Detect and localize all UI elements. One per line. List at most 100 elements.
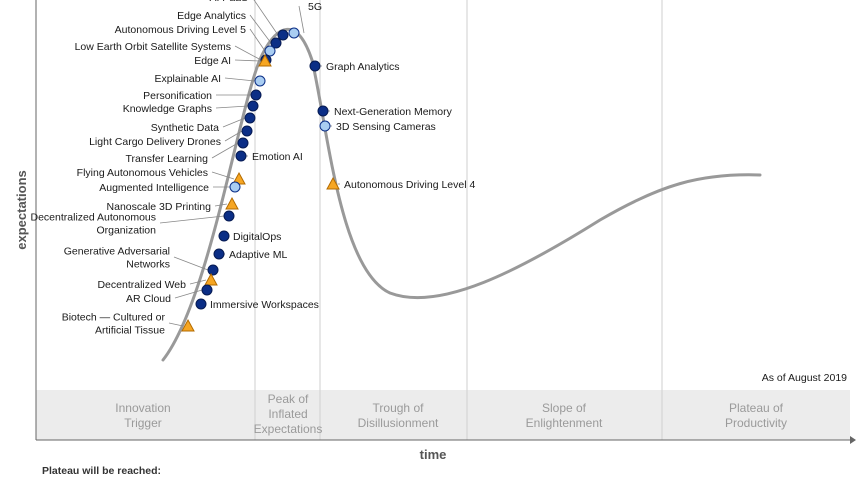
leader-line [211,142,239,159]
technology-label: AI PaaS [209,0,248,4]
technology-label: Emotion AI [252,151,303,163]
leader-line [222,117,246,128]
technology-label-line: Next-Generation Memory [334,106,453,118]
technology-label: Light Cargo Delivery Drones [89,136,221,148]
technology-marker [229,181,241,193]
y-axis-title: expectations [14,170,29,249]
technology-label: Knowledge Graphs [123,103,212,115]
technology-label: Graph Analytics [326,61,400,73]
technology-label: DigitalOps [233,231,281,243]
technology-marker [201,284,213,296]
technology-marker [207,264,219,276]
technology-label: Augmented Intelligence [99,182,209,194]
technology-marker [237,137,249,149]
plateau-footer-title: Plateau will be reached: [42,465,161,477]
technology-marker [258,53,272,67]
leader-line [249,28,266,52]
technology-label: Low Earth Orbit Satellite Systems [75,41,231,53]
hype-curve [161,27,762,362]
leader-line [224,77,256,82]
technology-marker [218,230,230,242]
technology-label: Nanoscale 3D Printing [107,201,212,213]
technology-marker [319,120,331,132]
technology-label-line: Emotion AI [252,151,303,163]
as-of-date: As of August 2019 [762,372,847,384]
technology-label-line: Personification [143,90,212,102]
technology-label: 3D Sensing Cameras [336,121,436,133]
technology-label: Transfer Learning [126,153,209,165]
technology-label-line: Adaptive ML [229,249,288,261]
technology-label-line: Autonomous Driving Level 5 [115,24,246,36]
technology-label: Immersive Workspaces [210,299,319,311]
leader-line [253,0,279,36]
leader-line [211,171,235,180]
phase-line: Peak of [268,392,309,406]
technology-label-line: 3D Sensing Cameras [336,121,436,133]
phase-line: Expectations [254,422,323,436]
technology-marker [250,89,262,101]
technology-label-line: Synthetic Data [151,122,219,134]
leader-line [189,279,207,285]
technology-label: Adaptive ML [229,249,288,261]
leader-line [215,105,249,109]
technology-marker [181,318,195,332]
technology-label-line: Graph Analytics [326,61,400,73]
leader-line [168,322,184,327]
technology-label-line: Biotech — Cultured or [62,312,166,324]
leader-line [298,5,305,34]
technology-label-line: Immersive Workspaces [210,299,319,311]
technology-label-line: Edge Analytics [177,10,246,22]
phase-peak: Peak of Inflated Expectations [254,392,323,436]
technology-marker [247,100,259,112]
x-axis-arrow [850,436,856,444]
leader-line [234,59,261,62]
technology-label: Flying Autonomous Vehicles [77,167,208,179]
technology-label-line: Networks [126,259,170,271]
technology-marker [288,27,300,39]
leader-line [159,215,225,224]
technology-label-line: Autonomous Driving Level 4 [344,179,475,191]
technology-marker [270,37,282,49]
technology-marker [254,75,266,87]
leader-line [249,14,272,44]
phase-innovation-trigger: Innovation Trigger [115,401,170,430]
technology-label-line: Decentralized Autonomous [31,212,157,224]
phase-line: Enlightenment [526,416,603,430]
phase-dividers [254,0,663,440]
technology-label-line: Augmented Intelligence [99,182,209,194]
technology-label: Biotech — Cultured or Artificial Tissue [62,312,166,337]
phase-line: Slope of [542,401,587,415]
technology-label-line: Generative Adversarial [64,246,170,258]
phase-line: Plateau of [729,401,784,415]
technology-label-line: Flying Autonomous Vehicles [77,167,208,179]
technology-marker [213,248,225,260]
technology-marker [277,29,289,41]
technology-label: Next-Generation Memory [334,106,453,118]
phase-slope: Slope of Enlightenment [526,401,603,430]
technology-label: Personification [143,90,212,102]
technology-marker [309,60,321,72]
technology-label-line: DigitalOps [233,231,281,243]
phase-line: Disillusionment [358,416,439,430]
phase-line: Productivity [725,416,787,430]
technology-label: 5G [308,1,322,13]
leader-line [214,203,228,207]
technology-label: Explainable AI [154,73,221,85]
technology-marker [225,196,239,210]
technology-marker [317,105,329,117]
leader-line [234,45,262,61]
technology-marker [241,125,253,137]
technology-marker [264,45,276,57]
technology-label-line: Light Cargo Delivery Drones [89,136,221,148]
leader-line [173,256,209,271]
leader-line [224,130,243,142]
technology-label: AR Cloud [126,293,171,305]
technology-label-line: AR Cloud [126,293,171,305]
technology-label-line: 5G [308,1,322,13]
phase-line: Trough of [373,401,425,415]
technology-marker [223,210,235,222]
phase-line: Trigger [124,416,162,430]
technology-label-line: Explainable AI [154,73,221,85]
technology-label-line: Organization [96,225,156,237]
